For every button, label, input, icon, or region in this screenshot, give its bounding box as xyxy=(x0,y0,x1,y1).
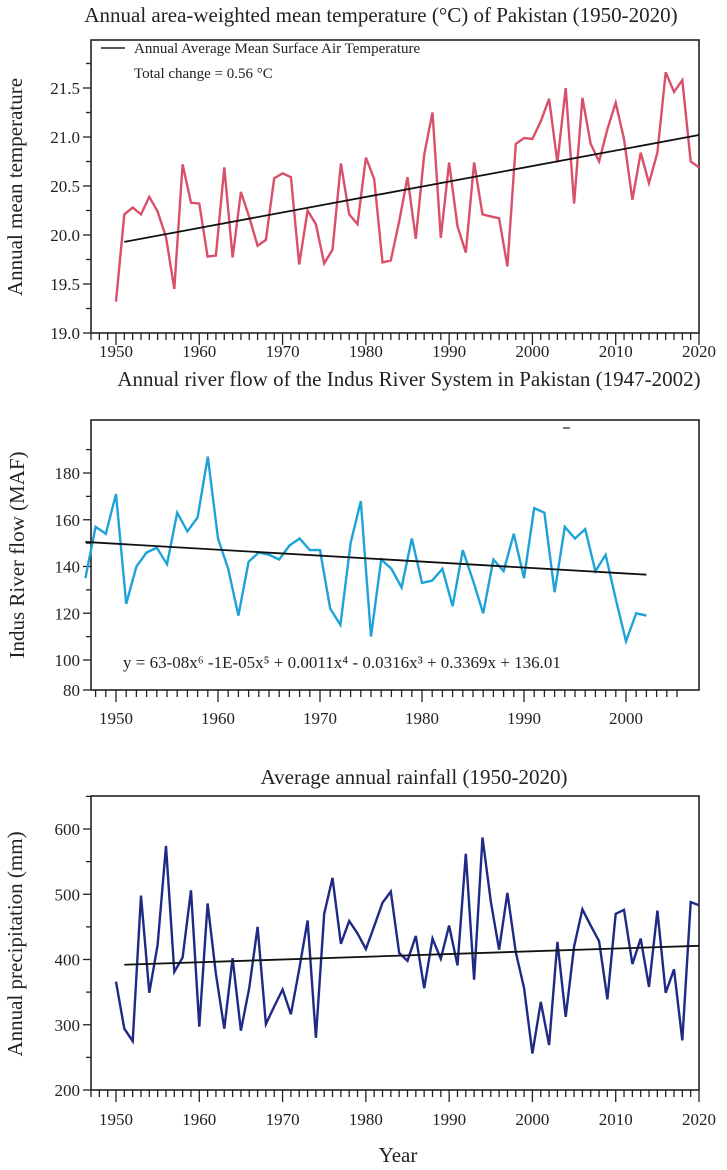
y-tick-label: 200 xyxy=(55,1081,81,1100)
x-tick-label: 1970 xyxy=(303,709,337,728)
y-axis-label: Annual mean temperature xyxy=(3,78,27,296)
y-tick-label: 160 xyxy=(55,511,81,530)
x-axis-label: Year xyxy=(379,1143,418,1167)
trend-line xyxy=(124,944,700,966)
plot-frame xyxy=(90,795,700,1091)
x-tick-label: 2020 xyxy=(682,1110,716,1129)
legend-entry: Annual Average Mean Surface Air Temperat… xyxy=(134,41,421,57)
x-tick-label: 1970 xyxy=(266,1110,300,1129)
y-tick-label: 20.0 xyxy=(50,226,80,245)
y-axis-label: Annual precipitation (mm) xyxy=(3,831,27,1056)
y-tick-label: 500 xyxy=(55,885,81,904)
x-tick-label: 2010 xyxy=(599,342,633,361)
x-tick-label: 2000 xyxy=(515,342,549,361)
chart-title: Annual river flow of the Indus River Sys… xyxy=(117,367,700,391)
y-tick-label: 21.5 xyxy=(50,79,80,98)
y-tick-label: 180 xyxy=(55,464,81,483)
trend-equation: y = 63-08x⁶ -1E-05x⁵ + 0.0011x⁴ - 0.0316… xyxy=(123,653,561,672)
y-tick-label: 300 xyxy=(55,1016,81,1035)
y-axis-label: Indus River flow (MAF) xyxy=(5,451,29,658)
x-tick-label: 1950 xyxy=(99,1110,133,1129)
x-tick-label: 1960 xyxy=(201,709,235,728)
y-tick-label: 80 xyxy=(63,681,80,700)
x-tick-label: 1950 xyxy=(99,709,133,728)
y-tick-label: 21.0 xyxy=(50,128,80,147)
x-tick-label: 2010 xyxy=(599,1110,633,1129)
x-tick-label: 2000 xyxy=(515,1110,549,1129)
x-tick-label: 1980 xyxy=(405,709,439,728)
y-tick-label: 19.5 xyxy=(50,275,80,294)
x-tick-label: 2000 xyxy=(609,709,643,728)
y-tick-label: 600 xyxy=(55,820,81,839)
x-tick-label: 1990 xyxy=(432,1110,466,1129)
series-line xyxy=(84,456,647,646)
chart-panel-1: Annual area-weighted mean temperature (°… xyxy=(3,3,716,361)
series-line xyxy=(114,71,700,302)
chart-title: Annual area-weighted mean temperature (°… xyxy=(84,3,677,27)
x-tick-label: 2020 xyxy=(682,342,716,361)
trend-line xyxy=(124,134,700,243)
chart-panel-2: Annual river flow of the Indus River Sys… xyxy=(5,367,701,728)
x-tick-label: 1970 xyxy=(266,342,300,361)
y-tick-label: 20.5 xyxy=(50,177,80,196)
x-tick-label: 1950 xyxy=(99,342,133,361)
x-tick-label: 1980 xyxy=(349,1110,383,1129)
x-tick-label: 1960 xyxy=(182,342,216,361)
total-change-annotation: Total change = 0.56 °C xyxy=(134,66,273,82)
y-tick-label: 400 xyxy=(55,951,81,970)
y-tick-label: 120 xyxy=(55,604,81,623)
x-tick-label: 1980 xyxy=(349,342,383,361)
chart-title: Average annual rainfall (1950-2020) xyxy=(261,765,568,789)
y-tick-label: 19.0 xyxy=(50,324,80,343)
series-line xyxy=(114,837,700,1054)
chart-panel-3: Average annual rainfall (1950-2020) 200 30… xyxy=(3,765,716,1167)
x-tick-label: 1960 xyxy=(182,1110,216,1129)
y-tick-label: 100 xyxy=(55,651,81,670)
trend-line xyxy=(85,541,647,576)
x-tick-label: 1990 xyxy=(507,709,541,728)
y-tick-label: 140 xyxy=(55,558,81,577)
plot-frame xyxy=(90,419,700,691)
x-tick-label: 1990 xyxy=(432,342,466,361)
